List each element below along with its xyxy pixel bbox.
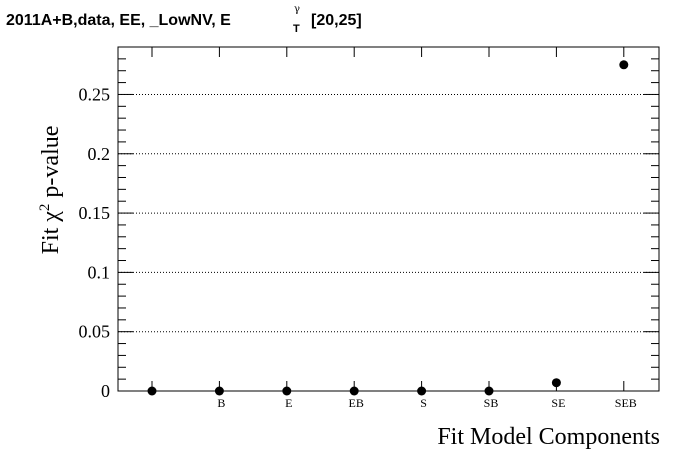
x-tick-label: SE <box>551 396 565 410</box>
tick-layer <box>118 47 659 392</box>
data-point <box>282 386 292 396</box>
grid-layer <box>118 93 659 333</box>
point-layer <box>147 60 629 396</box>
y-tick-label: 0.1 <box>88 262 111 282</box>
y-tick-label: 0 <box>101 381 110 401</box>
data-point <box>417 386 427 396</box>
y-tick-label: 0.2 <box>88 144 111 164</box>
data-point <box>214 386 224 396</box>
data-point <box>619 60 629 70</box>
plot-frame <box>117 46 660 392</box>
chart-title-main: 2011A+B,data, EE, _LowNV, E <box>6 12 231 29</box>
xtick-label-layer: B E EB S SB SE SEB <box>217 396 636 410</box>
y-tick-label: 0.25 <box>79 84 111 104</box>
data-point <box>551 378 561 388</box>
y-tick-label: 0.15 <box>79 203 111 223</box>
x-tick-label: E <box>285 396 292 410</box>
chart-title-superscript: γ <box>294 4 300 15</box>
chart-title: 2011A+B,data, EE, _LowNV, E γ T [20,25] <box>6 4 606 35</box>
x-tick-label: EB <box>349 396 364 410</box>
x-tick-label: SB <box>484 396 499 410</box>
ytick-label-layer: 0 0.05 0.1 0.15 0.2 0.25 <box>79 84 111 401</box>
x-axis-title: Fit Model Components <box>437 424 660 450</box>
data-point <box>147 386 157 396</box>
chart-title-subscript: T <box>293 23 300 35</box>
y-tick-label: 0.05 <box>79 322 111 342</box>
x-tick-label: S <box>420 396 427 410</box>
x-tick-label: B <box>217 396 225 410</box>
y-axis-title: Fit χ2 p-value <box>37 126 64 255</box>
x-tick-label: SEB <box>615 396 637 410</box>
data-point <box>484 386 494 396</box>
chart-title-range: [20,25] <box>311 12 362 29</box>
data-point <box>349 386 359 396</box>
